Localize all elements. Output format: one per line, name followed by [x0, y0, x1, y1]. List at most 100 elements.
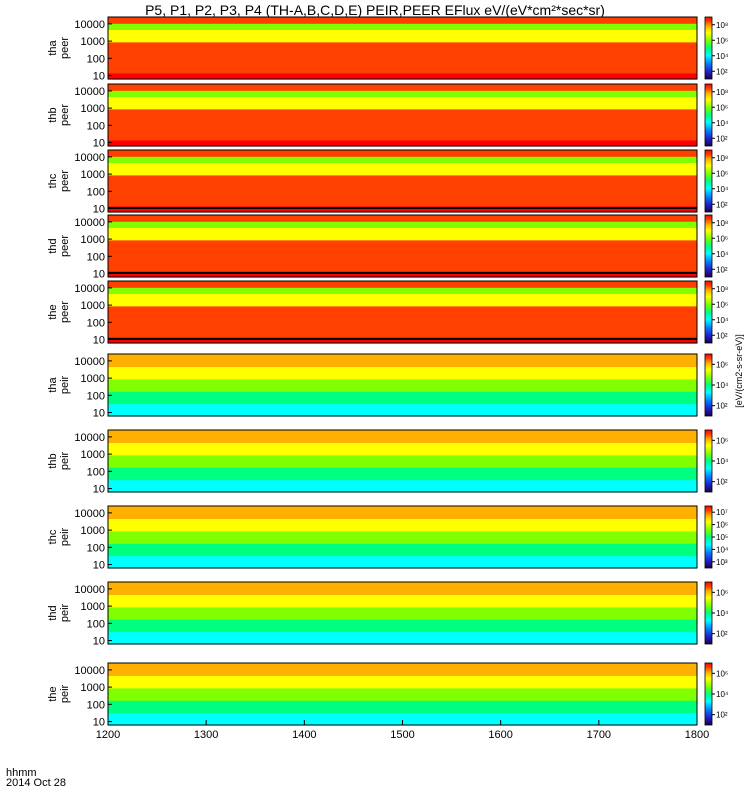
panel-frame	[107, 429, 698, 493]
energy-band	[108, 29, 697, 37]
colorbar-tick-label: 10⁴	[716, 690, 729, 699]
colorbar-tick-label: 10⁶	[716, 300, 728, 309]
energy-band	[108, 84, 697, 91]
panel-label-species: peer	[59, 37, 71, 59]
energy-band	[108, 193, 697, 201]
energy-band	[108, 168, 697, 176]
energy-band	[108, 600, 697, 608]
colorbar	[704, 83, 713, 147]
x-axis-unit: hhmm	[6, 767, 37, 779]
colorbar	[704, 353, 713, 417]
y-tick-label: 1000	[81, 300, 105, 312]
energy-band	[108, 108, 697, 116]
energy-band	[108, 700, 697, 707]
energy-band	[108, 467, 697, 474]
energy-band	[108, 66, 697, 74]
panel-frame	[107, 214, 698, 278]
energy-band	[108, 318, 697, 325]
y-tick-label: 10000	[74, 86, 105, 98]
energy-band	[108, 606, 697, 614]
colorbar-tick-label: 10⁶	[716, 521, 728, 530]
panel-label-probe: tha	[47, 376, 59, 392]
colorbar	[704, 214, 713, 278]
panel-label-species: peir	[59, 684, 71, 703]
panel-label-probe: the	[47, 686, 59, 701]
energy-band	[108, 549, 697, 557]
energy-band	[108, 430, 697, 437]
panel-label-species: peer	[59, 301, 71, 323]
colorbar-tick-label: 10⁶	[716, 669, 728, 678]
y-tick-label: 100	[87, 120, 105, 132]
energy-band	[108, 187, 697, 194]
colorbar-tick-label: 10⁸	[716, 285, 728, 294]
energy-band	[108, 205, 697, 213]
energy-band	[108, 90, 697, 97]
energy-band	[108, 233, 697, 241]
energy-band	[108, 506, 697, 513]
colorbar-tick-label: 10²	[716, 630, 728, 639]
colorbar-tick-label: 10⁶	[716, 360, 728, 369]
energy-band	[108, 102, 697, 110]
y-tick-label: 10000	[74, 217, 105, 229]
energy-band	[108, 675, 697, 683]
x-tick-label: 1700	[587, 729, 611, 741]
panel-label-species: peir	[59, 451, 71, 470]
panel-label: thcpeer	[47, 170, 71, 192]
energy-band	[108, 360, 697, 367]
panel-frame	[107, 505, 698, 569]
energy-band	[108, 631, 697, 639]
energy-band	[108, 403, 697, 411]
colorbar-tick-label: 10⁶	[716, 103, 728, 112]
energy-band	[108, 561, 697, 569]
y-tick-label: 100	[87, 186, 105, 198]
energy-band	[108, 712, 697, 720]
energy-band	[108, 354, 697, 361]
y-tick-label: 10000	[74, 665, 105, 677]
colorbar	[704, 280, 713, 344]
panel-label: thapeer	[47, 37, 71, 59]
panel-label-species: peer	[59, 235, 71, 257]
energy-band	[108, 555, 697, 563]
x-tick-label: 1600	[488, 729, 512, 741]
y-tick-label: 100	[87, 390, 105, 402]
colorbar-tick-label: 10²	[716, 134, 728, 143]
energy-band	[108, 139, 697, 147]
colorbar-tick-label: 10⁴	[716, 381, 729, 390]
energy-band	[108, 625, 697, 633]
energy-band	[108, 221, 697, 228]
y-tick-label: 100	[87, 542, 105, 554]
y-tick-label: 10000	[74, 432, 105, 444]
panel-label-probe: the	[47, 304, 59, 319]
energy-band	[108, 391, 697, 398]
energy-band	[108, 150, 697, 157]
energy-band	[108, 485, 697, 493]
energy-band	[108, 35, 697, 43]
panel-label: thepeir	[47, 684, 71, 703]
panel-label-species: peer	[59, 170, 71, 192]
energy-band	[108, 378, 697, 386]
panel-frame	[107, 353, 698, 417]
energy-band	[108, 619, 697, 626]
colorbar-tick-label: 10⁸	[716, 88, 728, 97]
y-tick-label: 1000	[81, 449, 105, 461]
y-tick-label: 10	[93, 269, 105, 281]
energy-band	[108, 246, 697, 253]
colorbar-tick-label: 10⁴	[716, 185, 729, 194]
energy-band	[108, 524, 697, 532]
panel-label: thbpeir	[47, 451, 71, 470]
panel-label-probe: thd	[47, 238, 59, 253]
y-tick-label: 1000	[81, 234, 105, 246]
energy-band	[108, 174, 697, 182]
colorbar-tick-label: 10²	[716, 331, 728, 340]
y-tick-label: 10	[93, 717, 105, 729]
y-tick-label: 10000	[74, 356, 105, 368]
colorbar-tick-label: 10⁴	[716, 250, 729, 259]
colorbar-tick-label: 10⁴	[716, 52, 729, 61]
energy-band	[108, 299, 697, 307]
energy-band	[108, 305, 697, 313]
